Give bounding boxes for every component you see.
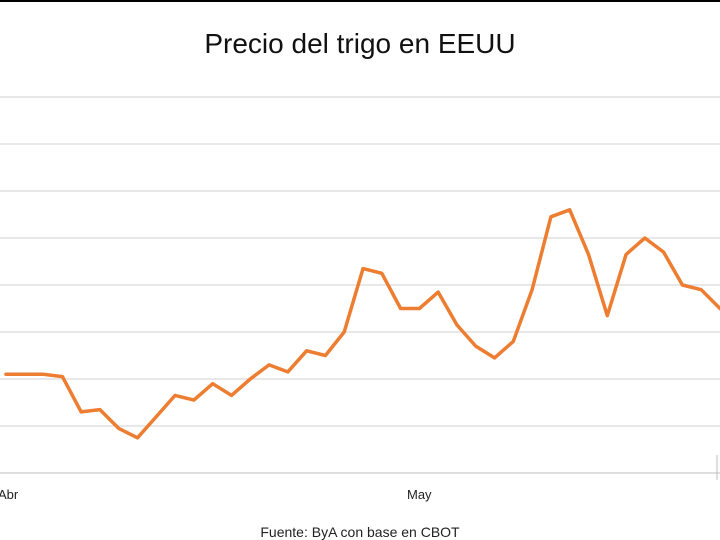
top-border [0, 0, 720, 12]
x-tick-label: May [407, 487, 432, 502]
x-tick-label: Abr [0, 487, 19, 502]
chart-title: Precio del trigo en EEUU [204, 28, 516, 59]
series-line [4, 208, 720, 440]
source-note: Fuente: ByA con base en CBOT [260, 524, 460, 540]
